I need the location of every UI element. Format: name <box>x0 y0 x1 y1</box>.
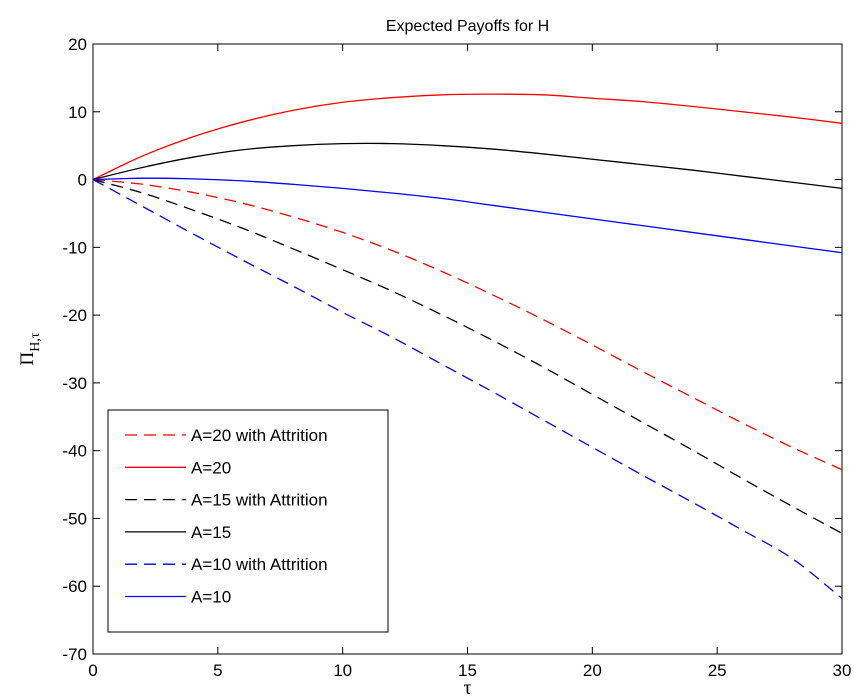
legend: A=20 with Attrition A=20 A=15 with Attriti… <box>107 409 389 633</box>
x-axis-label: τ <box>463 677 471 698</box>
x-tick-label: 0 <box>88 661 97 680</box>
legend-label-5: A=10 with Attrition <box>191 555 328 574</box>
series-line-1 <box>92 178 843 471</box>
y-tick-label: -20 <box>62 306 87 325</box>
series-line-5 <box>92 178 843 599</box>
y-tick-label: 20 <box>68 35 87 54</box>
legend-label-3: A=15 with Attrition <box>191 491 328 510</box>
chart-title: Expected Payoffs for H <box>386 18 549 35</box>
legend-label-4: A=15 <box>191 523 231 542</box>
x-tick-label: 5 <box>213 661 222 680</box>
y-axis-label: ΠH,τ <box>17 332 43 365</box>
y-tick-label: -10 <box>62 238 87 257</box>
x-tick-label: 25 <box>708 661 727 680</box>
series-layer <box>92 93 843 599</box>
legend-label-6: A=10 <box>191 588 231 607</box>
legend-label-1: A=20 with Attrition <box>191 426 328 445</box>
series-line-6 <box>92 177 843 254</box>
series-line-3 <box>92 178 843 534</box>
y-axis-label-main: Π <box>17 351 38 365</box>
y-tick-label: -70 <box>62 645 87 664</box>
y-tick-label: 0 <box>78 171 87 190</box>
x-tick-label: 20 <box>583 661 602 680</box>
y-axis: -70 -60 -50 -40 -30 -20 -10 0 10 20 <box>62 35 842 664</box>
y-tick-label: -50 <box>62 509 87 528</box>
series-line-2 <box>92 93 843 181</box>
y-tick-label: -40 <box>62 442 87 461</box>
y-tick-label: 10 <box>68 103 87 122</box>
series-line-4 <box>92 142 843 190</box>
x-axis: 0 5 10 15 20 25 30 <box>88 44 851 680</box>
x-tick-label: 15 <box>458 661 477 680</box>
y-axis-label-sub: H,τ <box>28 332 43 352</box>
y-tick-label: -60 <box>62 577 87 596</box>
x-tick-label: 10 <box>333 661 352 680</box>
legend-label-2: A=20 <box>191 458 231 477</box>
y-tick-label: -30 <box>62 374 87 393</box>
x-tick-label: 30 <box>833 661 852 680</box>
legend-box <box>107 409 389 633</box>
